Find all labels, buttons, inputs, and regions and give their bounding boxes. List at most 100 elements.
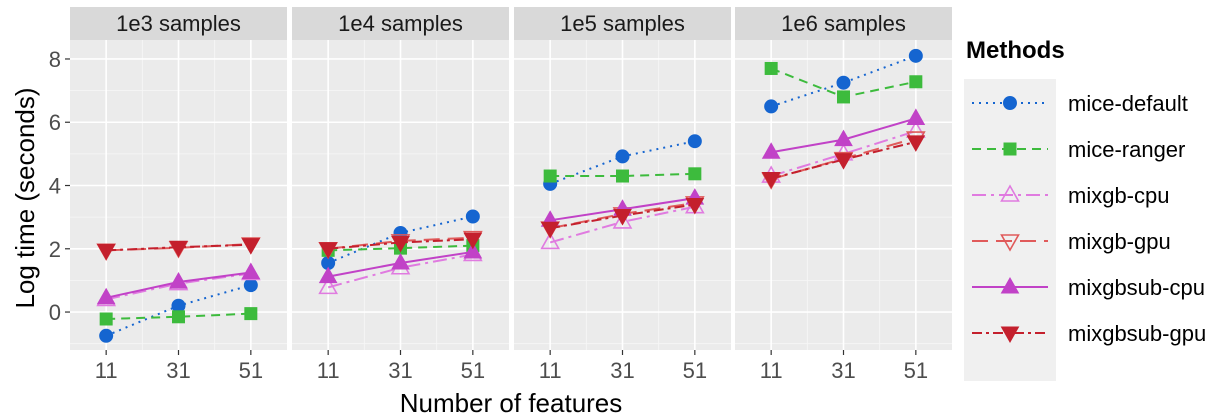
series-line bbox=[106, 312, 251, 320]
x-tick-label: 31 bbox=[831, 358, 855, 383]
legend-items: mice-default mice-ranger mixgb-cpu mixgb-gp… bbox=[972, 91, 1206, 346]
data-point bbox=[543, 169, 557, 183]
series-line bbox=[328, 244, 473, 252]
legend-label: mice-ranger bbox=[1068, 137, 1185, 162]
data-point bbox=[171, 298, 186, 313]
data-point bbox=[834, 153, 853, 170]
panel-strip bbox=[735, 7, 952, 40]
series-mixgbsub-cpu bbox=[318, 241, 483, 284]
y-tick-label: 8 bbox=[49, 47, 61, 72]
data-point bbox=[688, 167, 702, 181]
legend-label: mixgb-cpu bbox=[1068, 183, 1169, 208]
legend-label: mixgb-gpu bbox=[1068, 229, 1171, 254]
legend-key-marker bbox=[1000, 276, 1020, 294]
legend-item-mixgb-cpu: mixgb-cpu bbox=[972, 183, 1169, 208]
data-point bbox=[244, 307, 258, 321]
legend-key-marker bbox=[1000, 326, 1020, 344]
x-tick-label: 51 bbox=[683, 358, 707, 383]
legend-item-mixgb-gpu: mixgb-gpu bbox=[972, 229, 1171, 254]
x-tick-label: 31 bbox=[610, 358, 634, 383]
legend-label: mixgbsub-gpu bbox=[1068, 321, 1206, 346]
y-tick-label: 0 bbox=[49, 300, 61, 325]
legend-title: Methods bbox=[966, 37, 1065, 64]
series-mixgbsub-gpu bbox=[318, 232, 483, 259]
data-point bbox=[764, 61, 778, 75]
data-point bbox=[836, 75, 851, 90]
data-point bbox=[99, 328, 114, 343]
series-mice-ranger bbox=[543, 167, 702, 183]
series-line bbox=[770, 140, 917, 180]
x-axis-title: Number of features bbox=[400, 388, 623, 418]
panel-title: 1e6 samples bbox=[781, 11, 906, 36]
legend-label: mixgbsub-cpu bbox=[1068, 275, 1205, 300]
data-point bbox=[761, 142, 781, 159]
x-tick-label: 11 bbox=[760, 358, 783, 383]
data-point bbox=[241, 238, 261, 255]
legend-label: mice-default bbox=[1068, 91, 1188, 116]
panel-title: 1e3 samples bbox=[116, 11, 241, 36]
data-point bbox=[318, 266, 338, 284]
series-mice-default bbox=[764, 48, 923, 114]
series-line bbox=[549, 203, 695, 230]
legend-key-marker bbox=[1003, 142, 1017, 156]
data-point bbox=[96, 243, 116, 261]
series-line bbox=[550, 172, 695, 178]
data-point bbox=[463, 241, 483, 259]
panel-title: 1e5 samples bbox=[560, 11, 685, 36]
legend-key-marker bbox=[1000, 184, 1020, 202]
panel-title: 1e4 samples bbox=[338, 11, 463, 36]
x-tick-label: 11 bbox=[95, 358, 118, 383]
series-mixgbsub-gpu bbox=[761, 135, 926, 189]
x-tick-label: 11 bbox=[317, 358, 340, 383]
x-tick-label: 11 bbox=[539, 358, 562, 383]
data-point bbox=[616, 169, 629, 183]
data-point bbox=[908, 48, 923, 63]
data-point bbox=[764, 99, 779, 114]
y-tick-label: 4 bbox=[49, 174, 61, 199]
data-point bbox=[540, 231, 561, 250]
data-point bbox=[615, 149, 630, 164]
panel-strip bbox=[70, 7, 287, 40]
series-mixgbsub-gpu bbox=[96, 238, 261, 261]
data-point bbox=[318, 276, 339, 295]
y-axis: 0 2 4 6 8 bbox=[49, 47, 70, 325]
data-point bbox=[391, 235, 410, 253]
panel-1: 1e3 samples 11 31 51 bbox=[70, 7, 287, 383]
data-point bbox=[318, 242, 338, 259]
series-mixgbsub-gpu bbox=[540, 197, 705, 239]
data-point bbox=[685, 197, 705, 215]
data-point bbox=[906, 108, 926, 125]
data-point bbox=[169, 271, 188, 289]
legend-key-marker bbox=[1000, 234, 1020, 252]
data-point bbox=[241, 262, 261, 279]
data-point bbox=[96, 287, 116, 305]
legend-item-mice-ranger: mice-ranger bbox=[972, 137, 1185, 162]
series-mice-ranger bbox=[764, 61, 923, 104]
legend: Methods mice-default mice-ranger mixgb-cpu… bbox=[964, 37, 1206, 381]
series-line bbox=[770, 54, 917, 108]
panel-strip bbox=[514, 7, 731, 40]
data-point bbox=[169, 240, 188, 258]
data-point bbox=[172, 310, 185, 324]
data-point bbox=[391, 252, 410, 270]
y-axis-title: Log time (seconds) bbox=[10, 87, 40, 308]
data-point bbox=[837, 90, 850, 104]
data-point bbox=[761, 172, 781, 189]
y-tick-label: 2 bbox=[49, 237, 61, 262]
legend-item-mice-default: mice-default bbox=[972, 91, 1188, 116]
legend-item-mixgbsub-cpu: mixgbsub-cpu bbox=[972, 275, 1205, 300]
data-point bbox=[687, 134, 702, 149]
x-tick-label: 51 bbox=[239, 358, 263, 383]
panel-4: 1e6 samples 11 31 51 bbox=[735, 7, 952, 383]
x-tick-label: 31 bbox=[166, 358, 190, 383]
panel-3: 1e5 samples 11 31 51 bbox=[514, 7, 731, 383]
x-tick-label: 31 bbox=[388, 358, 412, 383]
panel-2: 1e4 samples 11 31 51 bbox=[292, 7, 509, 383]
y-tick-label: 6 bbox=[49, 110, 61, 135]
data-point bbox=[834, 129, 853, 147]
data-point bbox=[906, 135, 926, 152]
data-point bbox=[540, 221, 560, 239]
data-point bbox=[99, 312, 113, 326]
